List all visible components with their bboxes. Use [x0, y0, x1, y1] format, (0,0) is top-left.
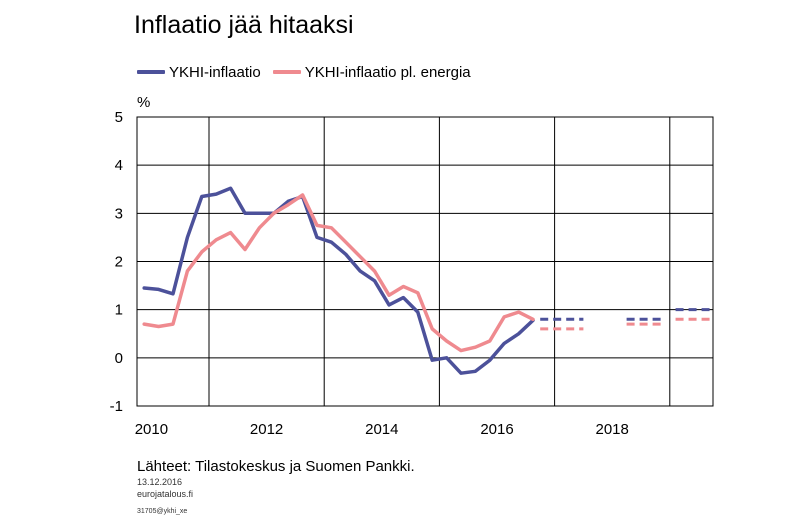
series-line-ykhi-ex-energy — [142, 193, 535, 353]
chart-title: Inflaatio jää hitaaksi — [134, 11, 354, 39]
date-note: 13.12.2016 — [137, 477, 183, 487]
series-lines — [142, 186, 535, 375]
legend-swatch-ykhi — [137, 70, 165, 74]
legend-item-ykhi: YKHI-inflaatio — [137, 64, 261, 81]
y-tick-label: 1 — [115, 302, 123, 319]
forecast-lines — [540, 308, 713, 331]
x-tick-label: 2012 — [250, 421, 283, 438]
y-tick-label: -1 — [110, 398, 123, 415]
legend-swatch-ykhi-ex-energy — [272, 70, 301, 74]
site-note: eurojatalous.fi — [137, 489, 194, 499]
legend-label-ykhi-ex-energy: YKHI-inflaatio pl. energia — [304, 63, 471, 81]
y-tick-label: 5 — [115, 109, 123, 126]
x-tick-label: 2010 — [135, 421, 168, 438]
chart-code: 31705@ykhi_xe — [137, 508, 188, 515]
grid-lines — [137, 116, 713, 407]
x-tick-label: 2018 — [596, 421, 629, 438]
y-tick-label: 3 — [115, 205, 123, 222]
y-axis-unit: % — [137, 94, 151, 111]
y-tick-labels: -1 0 1 2 3 4 5 — [110, 109, 123, 415]
x-tick-labels: 2010 2012 2014 2016 2018 — [135, 421, 629, 438]
y-tick-label: 4 — [115, 157, 123, 174]
plot-frame — [136, 116, 714, 407]
y-tick-label: 2 — [115, 254, 123, 271]
legend-item-ykhi-ex-energy: YKHI-inflaatio pl. energia — [272, 63, 471, 81]
x-tick-label: 2014 — [365, 421, 398, 438]
source-note: Lähteet: Tilastokeskus ja Suomen Pankki. — [137, 458, 415, 475]
series-line-ykhi — [142, 186, 535, 375]
x-tick-label: 2016 — [480, 421, 513, 438]
chart-legend: YKHI-inflaatio YKHI-inflaatio pl. energi… — [137, 62, 483, 82]
legend-label-ykhi: YKHI-inflaatio — [169, 63, 261, 81]
y-tick-label: 0 — [115, 350, 123, 367]
